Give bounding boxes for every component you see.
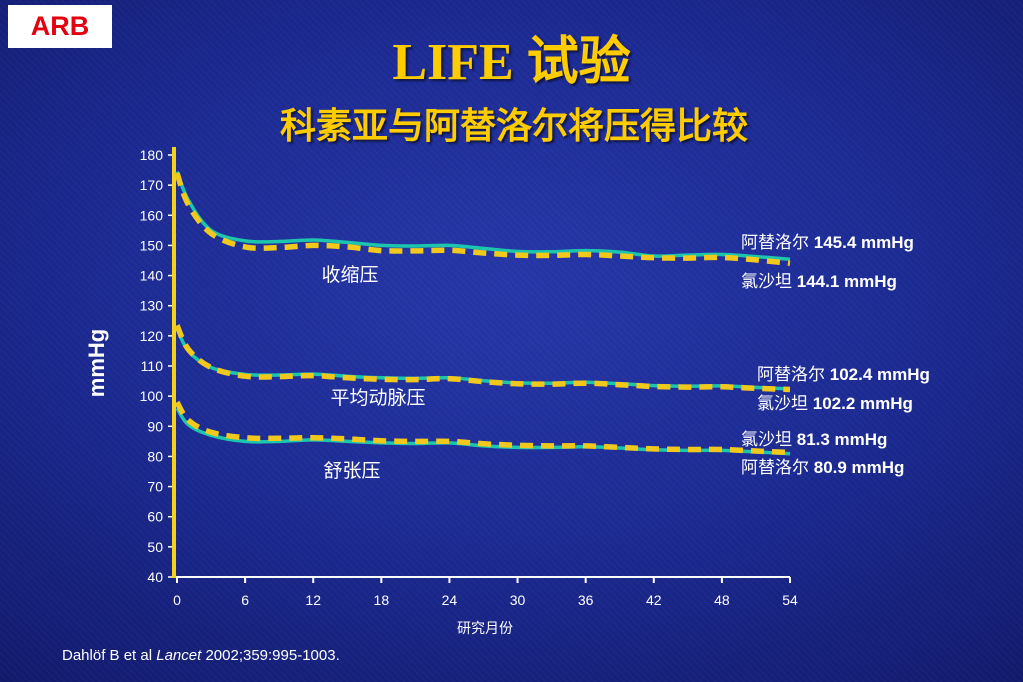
y-axis-label: mmHg [84,328,109,398]
citation: Dahlöf B et al Lancet 2002;359:995-1003. [62,646,340,666]
citation-journal: Lancet [156,647,202,664]
end-label-value: 144.1 mmHg [796,272,897,291]
end-label-value: 81.3 mmHg [796,430,888,449]
y-tick-label: 80 [147,448,163,464]
end-label-systolic-atenolol: 阿替洛尔 145.4 mmHg [741,233,914,253]
end-label-value: 145.4 mmHg [813,233,914,252]
x-tick-label: 18 [374,592,390,608]
x-tick-label: 30 [510,592,526,608]
systolic-losartan-line [174,172,791,266]
citation-authors: Dahlöf B et al [62,647,153,664]
diastolic-losartan-line [174,400,791,456]
x-tick-label: 36 [578,592,594,608]
y-tick-label: 180 [140,147,164,163]
group-label-diastolic: 舒张压 [323,461,381,482]
y-tick-label: 40 [147,569,163,585]
y-tick-label: 110 [141,358,164,374]
x-tick-label: 54 [782,592,798,608]
group-label-systolic: 收缩压 [321,265,379,286]
citation-details: 2002;359:995-1003. [205,647,340,664]
arb-badge: ARB [8,5,112,48]
end-label-drug: 氯沙坦 [757,394,808,413]
x-tick-label: 12 [305,592,321,608]
end-label-value: 102.4 mmHg [829,365,930,384]
systolic-atenolol-line [175,170,791,262]
end-label-value: 102.2 mmHg [812,394,913,413]
end-label-drug: 阿替洛尔 [741,458,809,477]
y-tick-label: 150 [140,237,164,253]
slide-subtitle: 科素亚与阿替洛尔将压得比较 [279,106,748,146]
end-label-drug: 阿替洛尔 [741,233,809,252]
x-tick-label: 0 [173,592,181,608]
mean-arterial-atenolol-line [175,327,791,391]
end-label-drug: 阿替洛尔 [757,365,825,384]
group-label-mean-arterial: 平均动脉压 [330,388,426,409]
y-tick-label: 90 [147,418,163,434]
mean-arterial-losartan-line [174,324,791,393]
y-tick-label: 170 [140,177,164,193]
x-tick-label: 24 [442,592,458,608]
y-tick-label: 70 [147,479,163,495]
y-tick-label: 120 [140,328,164,344]
y-tick-label: 140 [140,268,164,284]
x-tick-label: 48 [714,592,730,608]
end-label-drug: 氯沙坦 [741,430,792,449]
end-label-mean-arterial-losartan: 氯沙坦 102.2 mmHg [757,394,913,414]
end-label-systolic-losartan: 氯沙坦 144.1 mmHg [741,272,897,292]
y-tick-label: 160 [140,207,164,223]
end-label-diastolic-losartan: 氯沙坦 81.3 mmHg [741,430,887,450]
end-label-drug: 氯沙坦 [741,272,792,291]
end-label-mean-arterial-atenolol: 阿替洛尔 102.4 mmHg [757,365,930,385]
x-tick-label: 42 [646,592,662,608]
end-label-diastolic-atenolol: 阿替洛尔 80.9 mmHg [741,458,904,478]
y-tick-label: 60 [147,509,163,525]
y-tick-label: 130 [140,298,164,314]
x-tick-label: 6 [241,592,249,608]
x-axis-label: 研究月份 [457,620,513,636]
end-label-value: 80.9 mmHg [813,458,905,477]
y-tick-label: 50 [147,539,163,555]
y-tick-label: 100 [140,388,164,404]
slide-title: LIFE 试验 [392,34,631,91]
